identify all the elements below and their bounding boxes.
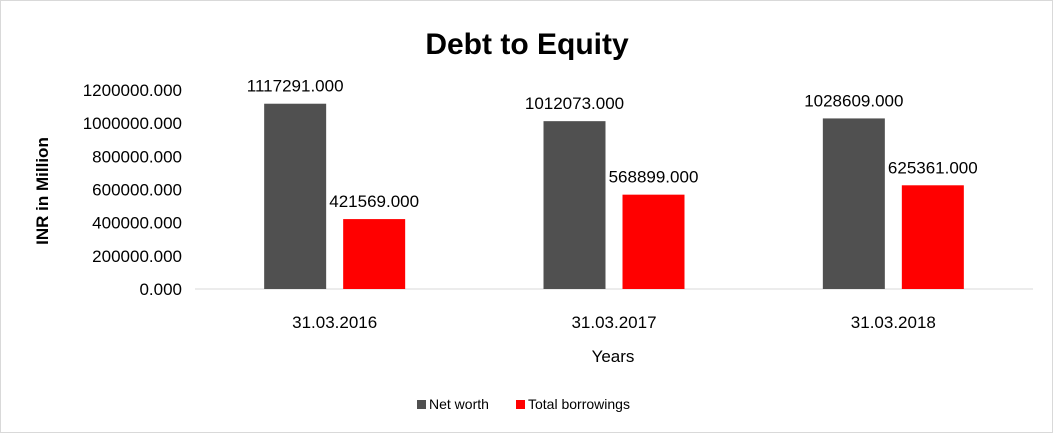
legend-swatch [516,400,525,409]
x-axis-title: Years [592,347,635,366]
bar-net-worth [543,121,606,290]
y-tick-label: 800000.000 [92,147,182,166]
chart-title: Debt to Equity [425,28,629,61]
bar-net-worth [822,118,885,290]
legend-label: Total borrowings [528,396,630,412]
y-axis-title: INR in Million [33,137,52,245]
x-tick-label: 31.03.2018 [851,313,936,332]
bar-net-worth [264,103,327,289]
data-label: 1117291.000 [247,77,344,96]
y-axis: 0.000 200000.000 400000.000 600000.000 80000… [83,81,182,299]
bars-group: 1117291.000 421569.000 1012073.000 568899.0… [247,77,978,290]
legend-label: Net worth [429,396,489,412]
x-tick-label: 31.03.2017 [571,313,656,332]
bar-total-borrowings [622,194,685,289]
data-label: 568899.000 [609,168,699,187]
bar-total-borrowings [343,219,406,289]
data-label: 1012073.000 [525,94,624,113]
y-tick-label: 1200000.000 [83,81,182,100]
legend-swatch [417,400,426,409]
legend: Net worth Total borrowings [417,396,630,412]
y-tick-label: 200000.000 [92,247,182,266]
data-label: 625361.000 [888,158,978,177]
bar-total-borrowings [901,185,964,289]
x-tick-label: 31.03.2016 [292,313,377,332]
data-label: 421569.000 [329,192,419,211]
y-tick-label: 400000.000 [92,214,182,233]
y-tick-label: 0.000 [139,280,182,299]
y-tick-label: 1000000.000 [83,114,182,133]
data-label: 1028609.000 [804,91,903,110]
x-axis: 31.03.2016 31.03.2017 31.03.2018 [292,313,936,332]
y-tick-label: 600000.000 [92,181,182,200]
